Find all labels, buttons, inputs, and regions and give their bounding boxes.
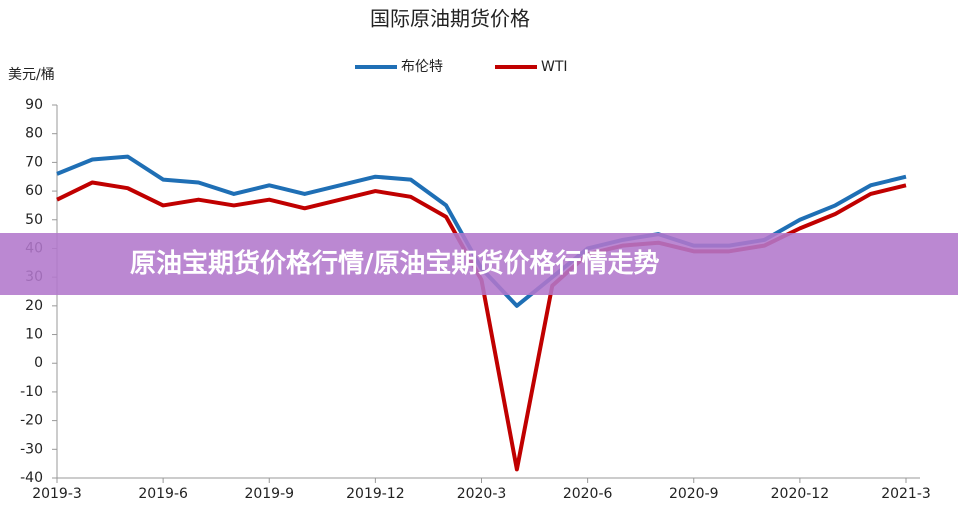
- y-axis-label: 美元/桶: [8, 67, 55, 83]
- y-tick-label: -30: [20, 441, 43, 457]
- y-tick-label: 10: [25, 327, 43, 343]
- x-tick-label: 2021-3: [881, 486, 931, 502]
- banner: 原油宝期货价格行情/原油宝期货价格行情走势: [0, 233, 958, 295]
- y-tick-label: 0: [34, 355, 43, 371]
- y-tick-label: 50: [25, 212, 43, 228]
- y-tick-label: 80: [25, 126, 43, 142]
- y-tick-label: -10: [20, 384, 43, 400]
- y-tick-label: 20: [25, 298, 43, 314]
- y-tick-label: 90: [25, 97, 43, 113]
- x-tick-label: 2020-6: [563, 486, 613, 502]
- y-tick-label: 60: [25, 183, 43, 199]
- legend-label: 布伦特: [401, 59, 443, 75]
- x-tick-label: 2020-12: [771, 486, 830, 502]
- y-tick-label: 70: [25, 154, 43, 170]
- x-tick-label: 2020-9: [669, 486, 719, 502]
- x-tick-label: 2019-6: [138, 486, 188, 502]
- series-line: [56, 180, 907, 472]
- chart-title: 国际原油期货价格: [370, 7, 530, 31]
- y-tick-label: -40: [20, 470, 43, 486]
- x-tick-label: 2020-3: [457, 486, 507, 502]
- x-tick-label: 2019-12: [346, 486, 405, 502]
- x-tick-label: 2019-9: [244, 486, 294, 502]
- legend-label: WTI: [541, 59, 568, 75]
- x-tick-label: 2019-3: [32, 486, 82, 502]
- y-tick-label: -20: [20, 413, 43, 429]
